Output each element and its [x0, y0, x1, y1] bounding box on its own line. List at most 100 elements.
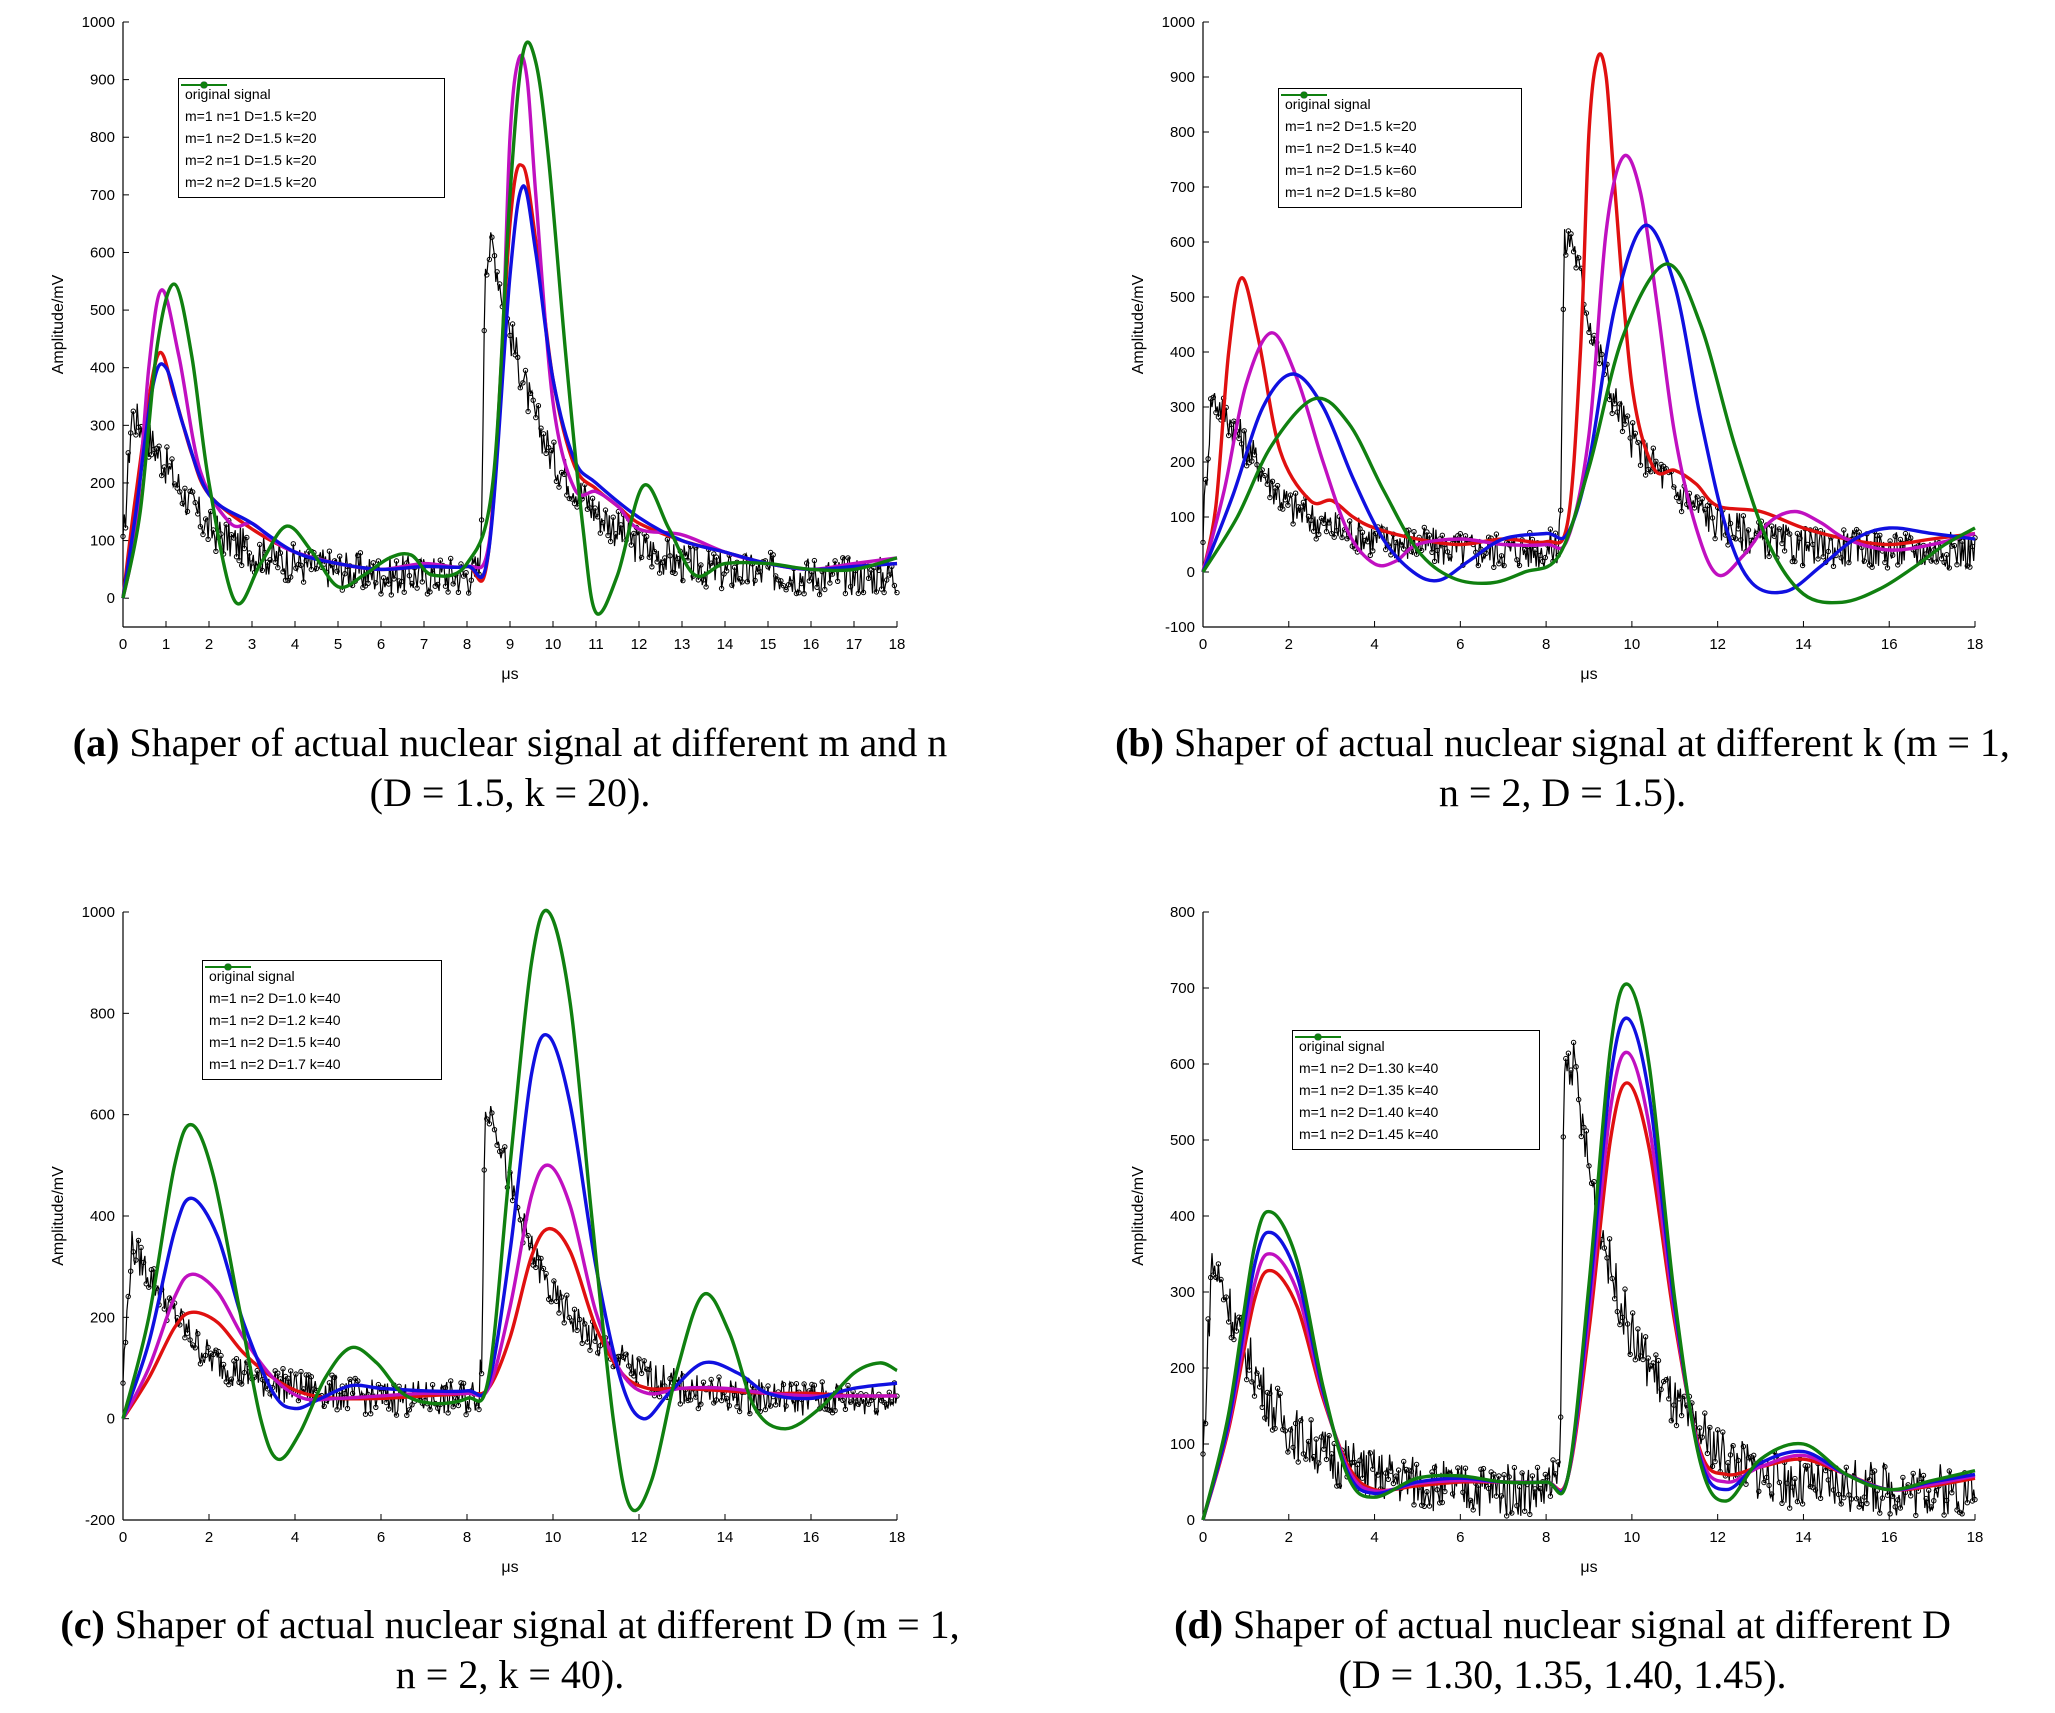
data-point [130, 408, 137, 414]
data-point [651, 548, 658, 555]
x-tick-label: 10 [1624, 636, 1641, 653]
data-point [1619, 1314, 1626, 1321]
data-point [267, 557, 273, 563]
x-tick-label: 2 [205, 1529, 213, 1546]
data-point [1200, 539, 1206, 546]
data-point [1285, 502, 1291, 508]
series-line [1201, 52, 1976, 573]
data-point [1560, 306, 1566, 312]
data-point [1807, 1483, 1813, 1490]
data-point [1308, 517, 1314, 523]
legend-entry: m=1 n=2 D=1.5 k=20 [181, 81, 436, 149]
data-point [277, 550, 284, 556]
data-point [1913, 1512, 1919, 1519]
data-point [1712, 535, 1718, 542]
series-a-1 [121, 163, 898, 599]
data-point [561, 471, 567, 477]
data-point [491, 253, 498, 259]
data-point [429, 1382, 436, 1388]
data-point [646, 1366, 652, 1373]
data-point [1972, 1496, 1978, 1503]
data-point [731, 564, 738, 570]
data-point [1565, 1050, 1572, 1056]
data-point [1455, 1465, 1461, 1471]
legend-label: original signal [1299, 1038, 1385, 1054]
data-point [1424, 529, 1430, 535]
data-point [724, 568, 730, 574]
data-point [1344, 536, 1350, 542]
data-point [1311, 528, 1317, 534]
x-tick-label: 14 [717, 1529, 734, 1546]
data-point [1249, 1379, 1255, 1385]
data-point [1815, 556, 1821, 562]
data-point [1624, 413, 1631, 419]
data-point [442, 583, 449, 589]
x-tick-label: 6 [377, 1529, 385, 1546]
data-point [1570, 249, 1577, 255]
data-point [406, 1407, 413, 1413]
data-point [349, 1390, 356, 1397]
data-point [509, 321, 516, 327]
data-point [587, 1347, 593, 1353]
data-point [166, 463, 173, 469]
data-point [736, 1408, 743, 1415]
data-point [282, 577, 289, 583]
data-point [135, 424, 142, 430]
data-point [1552, 1471, 1559, 1477]
data-point [383, 1399, 389, 1406]
y-tick-label: -200 [85, 1512, 115, 1529]
data-point [1949, 543, 1955, 549]
data-point [824, 1406, 830, 1413]
data-point [804, 560, 810, 566]
data-point [687, 1397, 694, 1403]
data-point [842, 590, 849, 597]
data-point [1884, 1492, 1891, 1498]
data-point [290, 541, 296, 547]
data-point [1720, 1429, 1726, 1435]
data-point [1810, 541, 1816, 548]
y-tick-label: 800 [90, 1005, 115, 1022]
data-point [873, 1408, 880, 1414]
data-point [894, 589, 900, 596]
x-tick-label: 14 [1795, 1529, 1812, 1546]
data-point [1321, 520, 1327, 526]
data-point [1545, 1474, 1551, 1480]
legend-entry: m=1 n=1 D=1.5 k=20 [181, 81, 436, 127]
y-tick-label: 600 [1170, 234, 1195, 251]
legend-a: original signal m=1 n=1 D=1.5 k=20 m=1 n=2… [178, 78, 445, 198]
data-point [602, 507, 609, 513]
data-point [778, 578, 784, 584]
data-point [373, 1404, 379, 1410]
data-point [535, 1255, 542, 1261]
data-point [832, 558, 838, 564]
data-point [597, 1343, 603, 1349]
data-point [1305, 1438, 1312, 1445]
data-point [855, 590, 861, 597]
y-tick-label: 1000 [1162, 14, 1195, 31]
legend-label: original signal [209, 968, 295, 984]
series-b-3 [1201, 223, 1976, 595]
data-point [739, 579, 745, 585]
data-point [724, 1395, 730, 1401]
data-point [1908, 535, 1914, 541]
data-point [1694, 494, 1700, 500]
data-point [1843, 1464, 1849, 1470]
caption-a: (a) Shaper of actual nuclear signal at di… [72, 720, 948, 815]
data-point [295, 561, 302, 568]
data-point [1794, 530, 1801, 537]
x-tick-label: 7 [420, 636, 428, 653]
data-point [1285, 1449, 1291, 1455]
data-point [1326, 520, 1332, 526]
data-point [1859, 1501, 1865, 1508]
data-point [494, 1142, 500, 1148]
data-point [814, 584, 820, 590]
legend-entry: m=1 n=2 D=1.7 k=40 [205, 963, 433, 1075]
data-point [1951, 542, 1958, 549]
data-point [1537, 552, 1543, 559]
data-point [558, 1294, 565, 1300]
data-point [1573, 265, 1579, 271]
data-point [370, 560, 376, 566]
data-point [1403, 1466, 1409, 1473]
y-tick-label: 1000 [82, 14, 115, 31]
data-point [1864, 1500, 1870, 1507]
